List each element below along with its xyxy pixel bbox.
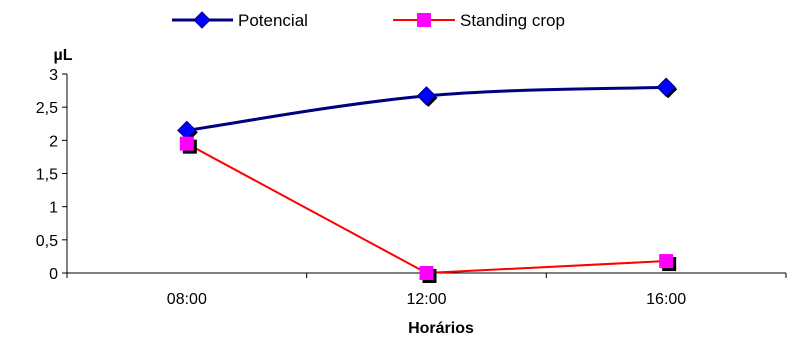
y-tick-label: 1,5 — [36, 167, 58, 184]
data-point-potencial — [656, 77, 676, 97]
data-point-standing-crop — [419, 266, 434, 280]
series-group — [177, 77, 678, 283]
x-axis-title: Horários — [408, 320, 474, 337]
legend-label-potencial: Potencial — [238, 11, 308, 30]
legend-item-potencial: Potencial — [172, 11, 308, 30]
y-axis-ticks: 0 0,5 1 1,5 2 2,5 3 — [36, 67, 67, 283]
legend: Potencial Standing crop — [172, 11, 565, 30]
y-tick-label: 0,5 — [36, 233, 58, 250]
y-tick-label: 3 — [49, 67, 58, 84]
series-line-standing-crop — [186, 142, 667, 275]
y-tick-label: 0 — [49, 266, 58, 283]
y-tick-label: 1 — [49, 200, 58, 217]
legend-swatch-marker-standing-crop — [417, 13, 431, 27]
data-point-potencial — [416, 86, 437, 106]
legend-item-standing-crop: Standing crop — [393, 11, 565, 30]
series-standing-crop — [179, 136, 677, 283]
y-axis-title: µL — [54, 47, 73, 64]
y-tick-label: 2 — [49, 133, 58, 150]
x-axis-ticks: 08:00 12:00 16:00 — [66, 273, 787, 308]
data-point-standing-crop — [659, 254, 674, 269]
data-point-standing-crop — [179, 136, 194, 151]
x-tick-label: 08:00 — [167, 291, 207, 308]
series-potencial — [177, 77, 678, 142]
legend-label-standing-crop: Standing crop — [460, 11, 565, 30]
x-tick-label: 16:00 — [646, 291, 686, 308]
y-tick-label: 2,5 — [36, 100, 58, 117]
x-tick-label: 12:00 — [406, 291, 446, 308]
legend-swatch-marker-potencial — [193, 11, 211, 29]
